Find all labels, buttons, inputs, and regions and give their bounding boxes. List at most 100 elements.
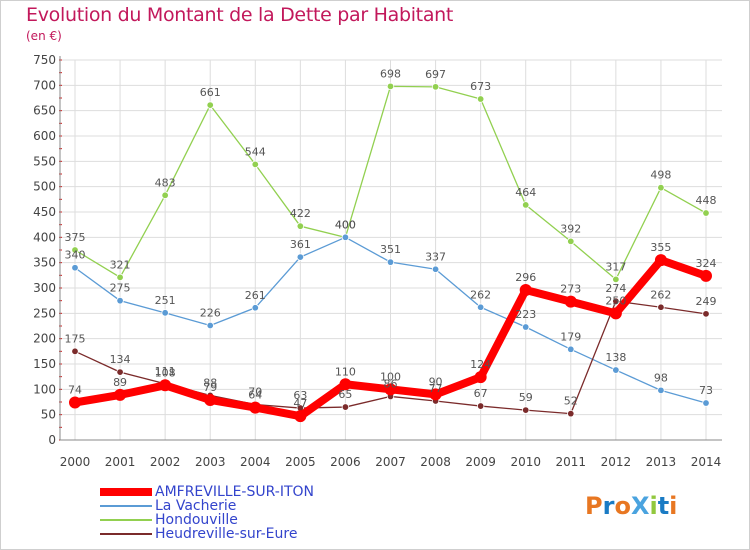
- data-point: [71, 246, 79, 254]
- legend-swatch: [100, 519, 152, 521]
- x-tick-label: 2002: [150, 455, 181, 469]
- data-label: 392: [560, 222, 581, 235]
- data-point: [519, 284, 532, 297]
- data-point: [522, 323, 530, 331]
- legend-label: La Vacherie: [155, 498, 237, 514]
- y-tick-label: 400: [33, 230, 56, 244]
- data-point: [612, 366, 620, 374]
- x-tick-label: 2012: [601, 455, 632, 469]
- data-point: [251, 160, 259, 169]
- data-label: 250: [605, 294, 626, 307]
- data-point: [612, 275, 620, 284]
- y-tick-label: 300: [33, 281, 56, 295]
- x-tick-label: 2010: [510, 455, 541, 469]
- y-tick-label: 550: [33, 154, 56, 168]
- legend-swatch: [100, 505, 152, 507]
- data-label: 179: [560, 330, 581, 343]
- data-label: 73: [699, 384, 713, 397]
- x-tick-label: 2004: [240, 455, 271, 469]
- data-point: [116, 368, 124, 376]
- data-point: [431, 265, 440, 273]
- data-point: [567, 345, 575, 354]
- x-tick-label: 2005: [285, 455, 316, 469]
- data-point: [206, 321, 214, 330]
- data-label: 340: [65, 249, 86, 262]
- data-label: 661: [200, 86, 221, 99]
- x-tick-label: 2001: [105, 455, 136, 469]
- data-label: 400: [335, 218, 356, 231]
- y-tick-label: 450: [33, 205, 56, 219]
- data-label: 361: [290, 238, 311, 251]
- data-point: [431, 83, 440, 91]
- y-tick-label: 650: [33, 104, 56, 118]
- data-label: 249: [696, 295, 717, 308]
- x-tick-label: 2014: [691, 455, 722, 469]
- data-point: [474, 371, 487, 384]
- data-label: 88: [203, 376, 217, 389]
- data-label: 296: [515, 271, 536, 284]
- legend-swatch: [100, 533, 152, 535]
- data-label: 275: [110, 282, 131, 295]
- x-tick-label: 2000: [60, 455, 91, 469]
- data-point: [700, 269, 712, 282]
- x-tick-label: 2007: [375, 455, 406, 469]
- data-point: [384, 383, 397, 396]
- data-label: 262: [470, 288, 491, 301]
- data-point: [206, 101, 214, 109]
- chart-subtitle: (en €): [26, 29, 62, 43]
- data-label: 59: [519, 391, 533, 404]
- chart-title: Evolution du Montant de la Dette par Hab…: [26, 4, 454, 26]
- data-point: [702, 209, 710, 217]
- data-label: 77: [429, 382, 443, 395]
- data-label: 544: [245, 145, 266, 158]
- x-tick-label: 2006: [330, 455, 361, 469]
- y-tick-label: 600: [33, 129, 56, 143]
- data-point: [612, 297, 620, 305]
- data-point: [657, 386, 665, 395]
- data-label: 351: [380, 243, 401, 256]
- data-point: [251, 304, 259, 312]
- data-point: [476, 303, 485, 311]
- data-label: 464: [515, 186, 536, 199]
- data-point: [341, 403, 350, 411]
- data-point: [296, 222, 305, 230]
- data-label: 90: [429, 375, 443, 388]
- data-point: [476, 402, 485, 410]
- data-label: 134: [110, 353, 131, 366]
- data-label: 108: [155, 366, 176, 379]
- y-tick-label: 0: [48, 433, 56, 447]
- data-label: 65: [338, 388, 352, 401]
- data-point: [522, 201, 530, 209]
- data-label: 261: [245, 289, 266, 302]
- data-point: [339, 378, 352, 391]
- x-tick-label: 2009: [465, 455, 496, 469]
- data-label: 70: [248, 386, 262, 399]
- data-label: 52: [564, 395, 578, 408]
- y-tick-label: 250: [33, 306, 56, 320]
- data-label: 673: [470, 80, 491, 93]
- data-point: [657, 303, 665, 311]
- y-tick-label: 200: [33, 332, 56, 346]
- data-point: [161, 309, 169, 317]
- data-point: [249, 401, 262, 414]
- data-point: [294, 410, 307, 423]
- data-label: 98: [654, 371, 668, 384]
- data-label: 110: [335, 365, 356, 378]
- y-tick-label: 350: [33, 256, 56, 270]
- data-point: [114, 388, 127, 401]
- x-tick-label: 2008: [420, 455, 451, 469]
- data-point: [567, 409, 575, 418]
- data-label: 355: [650, 241, 671, 254]
- y-tick-label: 750: [33, 53, 56, 67]
- data-label: 324: [696, 257, 717, 270]
- y-tick-label: 100: [33, 382, 56, 396]
- data-point: [341, 233, 350, 242]
- y-tick-label: 700: [33, 78, 56, 92]
- data-point: [159, 379, 172, 392]
- data-label: 89: [113, 376, 127, 389]
- data-point: [476, 95, 485, 103]
- data-label: 274: [605, 282, 626, 295]
- data-point: [654, 254, 667, 267]
- data-label: 64: [248, 389, 262, 402]
- data-label: 317: [605, 260, 626, 273]
